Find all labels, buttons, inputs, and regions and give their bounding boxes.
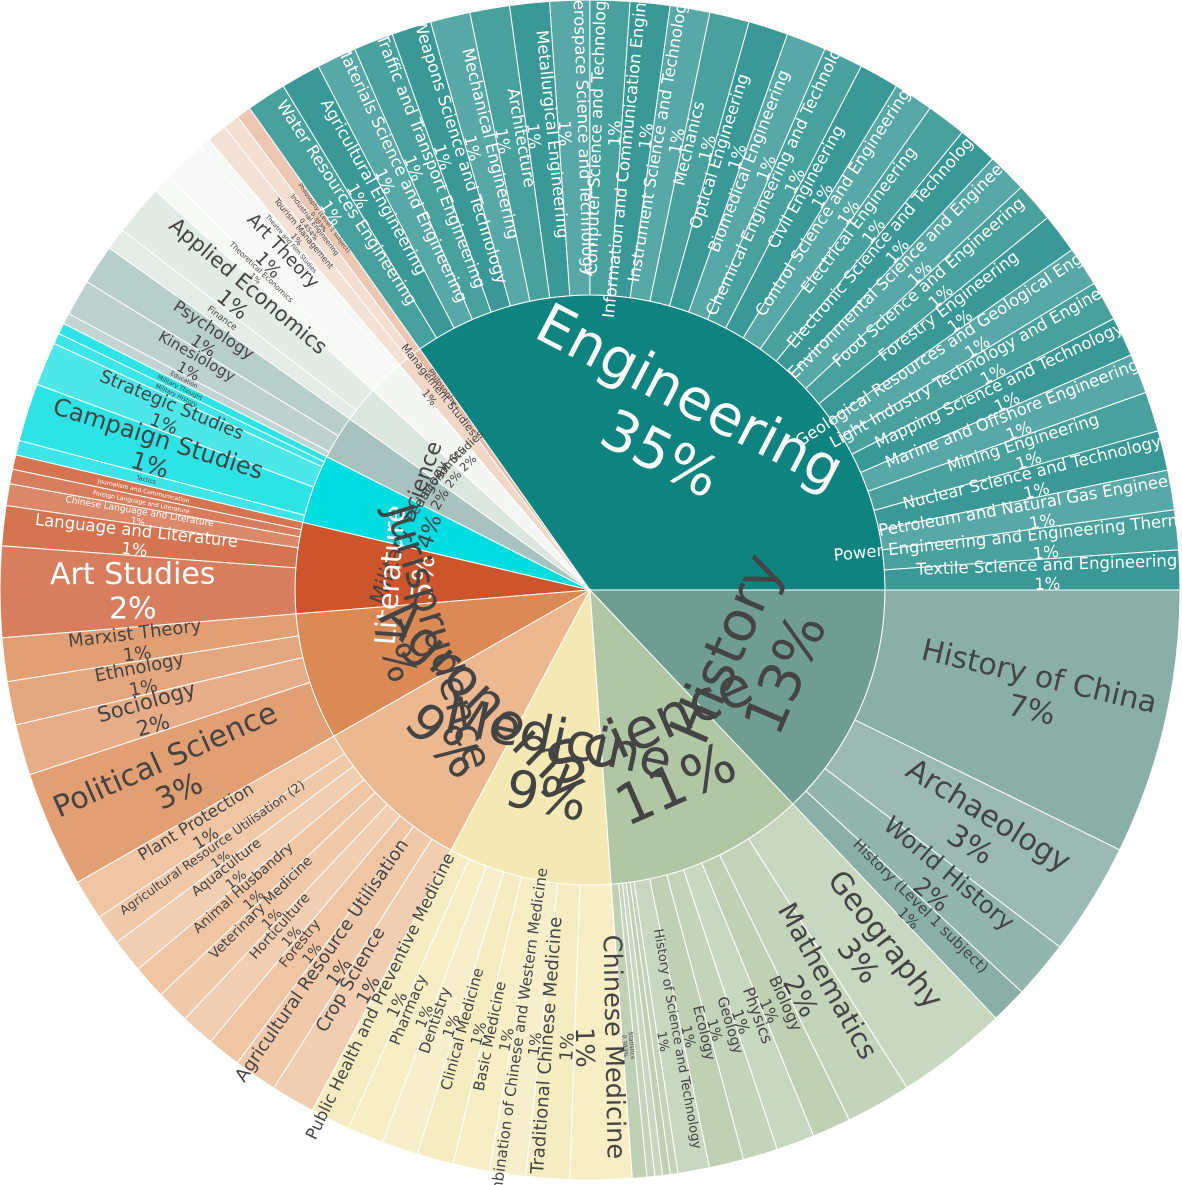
label-medicine-chinese-medicine: Chinese Medicine1% xyxy=(567,935,631,1160)
segment-history-history-of-china[interactable] xyxy=(854,589,1181,851)
label-literature-art-studies: Art Studies 2% xyxy=(50,556,216,626)
label-science-statistics: Statistics0.383% xyxy=(620,1031,636,1060)
label-military-science-tactics: Tactics xyxy=(135,474,157,486)
